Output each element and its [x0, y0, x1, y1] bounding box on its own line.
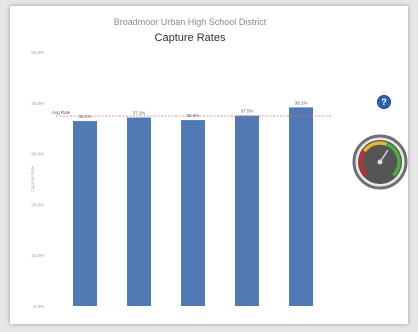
bar	[235, 115, 259, 306]
y-tick-label: 50.0%	[31, 50, 44, 55]
y-tick-label: 0.0%	[34, 304, 44, 309]
gauge-zone-mid	[363, 141, 388, 153]
bar	[181, 120, 205, 307]
gauge-zone-high	[385, 142, 401, 177]
bar	[289, 107, 313, 306]
y-tick-label: 30.0%	[31, 152, 44, 157]
target-line-label: Avg Rate	[52, 110, 71, 115]
y-tick-label: 40.0%	[31, 101, 44, 106]
bar-data-label: 37.1%	[133, 111, 146, 116]
bar	[73, 121, 97, 306]
y-axis-label: Capture Rate	[30, 165, 35, 192]
bar-data-label: 36.4%	[79, 114, 92, 119]
bar-data-label: 39.1%	[295, 100, 308, 105]
chart-panel: Broadmoor Urban High School District Cap…	[10, 6, 408, 324]
bar-chart: 0.0% 10.0% 20.0% 30.0% 40.0% 50.0% Capture Rat…	[30, 50, 332, 309]
chart-subtitle: Broadmoor Urban High School District	[113, 18, 267, 27]
bar	[127, 117, 151, 306]
y-tick-label: 10.0%	[31, 253, 44, 258]
help-icon[interactable]: ?	[378, 96, 390, 108]
bar-data-label: 36.6%	[187, 113, 200, 118]
gauge-hub	[377, 159, 383, 165]
y-tick-label: 20.0%	[31, 202, 44, 207]
chart-title: Capture Rates	[154, 32, 226, 44]
bar-data-label: 37.5%	[241, 109, 254, 114]
gauge-widget	[352, 134, 408, 190]
gauge-zone-low	[359, 150, 368, 177]
